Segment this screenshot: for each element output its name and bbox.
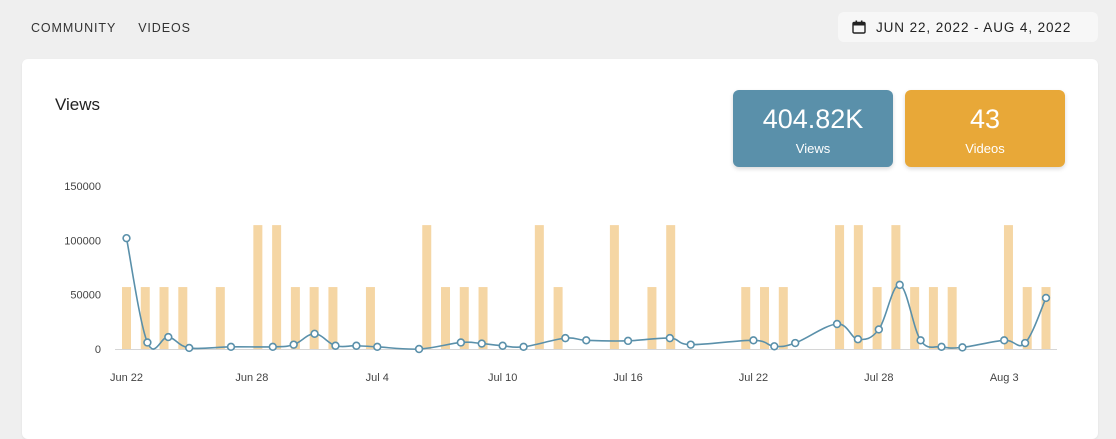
line-point xyxy=(770,342,779,351)
x-tick-label: Jul 10 xyxy=(488,372,517,384)
bar xyxy=(609,225,619,349)
y-tick-label: 0 xyxy=(95,344,101,356)
bar xyxy=(459,287,469,349)
bar xyxy=(253,225,263,349)
line-point xyxy=(519,342,528,352)
bar xyxy=(778,287,788,349)
line-point xyxy=(895,280,904,290)
line-point xyxy=(1000,336,1009,345)
bar xyxy=(178,287,188,349)
x-tick-label: Jun 22 xyxy=(110,372,143,384)
videos-stat-label: Videos xyxy=(965,141,1005,156)
views-card: Views 404.82K Views 43 Videos xyxy=(22,59,1098,439)
views-line xyxy=(125,238,1047,350)
nav-community[interactable]: COMMUNITY xyxy=(31,21,117,35)
bar xyxy=(947,287,957,349)
date-range-label: JUN 22, 2022 - AUG 4, 2022 xyxy=(876,19,1072,35)
bar xyxy=(741,287,751,349)
bar xyxy=(853,225,863,349)
bar xyxy=(666,225,676,349)
bar xyxy=(553,287,563,349)
line-point xyxy=(226,342,236,352)
date-range-picker[interactable]: JUN 22, 2022 - AUG 4, 2022 xyxy=(838,12,1098,42)
line-point xyxy=(143,338,152,347)
top-nav: COMMUNITY VIDEOS xyxy=(31,21,191,35)
line-point xyxy=(310,329,319,338)
bar xyxy=(760,287,770,349)
line-point xyxy=(937,342,946,352)
videos-stat-button[interactable]: 43 Videos xyxy=(905,90,1065,167)
line-point xyxy=(1020,338,1030,348)
line-point xyxy=(686,340,695,349)
x-tick-label: Jul 28 xyxy=(864,372,893,384)
line-point xyxy=(1041,293,1051,303)
bar xyxy=(422,225,432,349)
bar xyxy=(910,287,920,349)
x-tick-label: Jul 4 xyxy=(366,372,389,384)
line-point xyxy=(665,333,675,343)
calendar-icon xyxy=(852,20,866,34)
line-point xyxy=(853,335,863,344)
x-tick-label: Jun 28 xyxy=(235,372,268,384)
line-point xyxy=(331,341,340,350)
line-point xyxy=(477,339,486,348)
line-point xyxy=(122,233,131,243)
line-point xyxy=(184,343,194,353)
line-point xyxy=(623,336,633,346)
bar xyxy=(872,287,882,349)
bar xyxy=(1003,225,1013,349)
line-point xyxy=(289,340,298,349)
line-point xyxy=(498,341,507,350)
bar xyxy=(159,287,169,349)
x-tick-label: Jul 22 xyxy=(739,372,768,384)
bar xyxy=(441,287,451,349)
views-stat-button[interactable]: 404.82K Views xyxy=(733,90,893,167)
y-tick-label: 150000 xyxy=(64,181,101,193)
y-tick-label: 50000 xyxy=(70,290,101,302)
line-point xyxy=(268,342,277,352)
line-point xyxy=(958,343,967,352)
y-tick-label: 100000 xyxy=(64,235,101,247)
views-chart: 0 50000 100000 150000 Jun 22 Jun 28 Jul 4 Jul 1… xyxy=(64,181,1057,384)
line-point xyxy=(874,325,884,334)
line-point xyxy=(791,338,800,348)
bar xyxy=(122,287,131,349)
line-point xyxy=(414,344,424,354)
bar xyxy=(272,225,282,349)
bar xyxy=(647,287,657,349)
line-point xyxy=(561,333,570,343)
bar xyxy=(835,225,845,349)
bar xyxy=(140,287,150,349)
bar xyxy=(365,287,375,349)
line-point xyxy=(832,319,842,329)
bar xyxy=(328,287,338,349)
bar xyxy=(478,287,488,349)
x-tick-label: Aug 3 xyxy=(990,372,1019,384)
views-stat-value: 404.82K xyxy=(762,104,864,134)
line-point xyxy=(373,342,382,352)
videos-stat-value: 43 xyxy=(969,104,1001,134)
bar xyxy=(215,287,225,349)
line-point xyxy=(164,332,173,342)
bar xyxy=(1022,287,1032,349)
line-point xyxy=(456,338,466,347)
views-stat-label: Views xyxy=(795,141,831,156)
card-title: Views xyxy=(55,95,101,114)
line-point xyxy=(916,336,925,345)
line-point xyxy=(582,336,591,345)
bar xyxy=(928,287,938,349)
nav-videos[interactable]: VIDEOS xyxy=(138,21,191,35)
bar xyxy=(1041,287,1051,349)
line-point xyxy=(749,336,758,345)
bar xyxy=(290,287,300,349)
bar xyxy=(534,225,544,349)
bar xyxy=(309,287,319,349)
x-tick-label: Jul 16 xyxy=(613,372,642,384)
line-point xyxy=(352,341,361,350)
